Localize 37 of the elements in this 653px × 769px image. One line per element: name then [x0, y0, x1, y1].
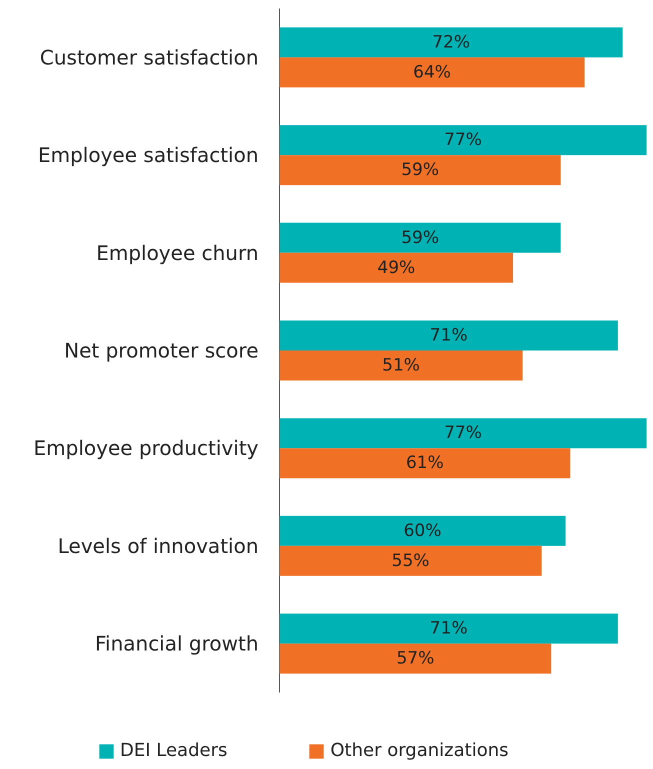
bar [280, 418, 646, 448]
data-label: 57% [396, 648, 434, 669]
data-label: 71% [430, 326, 468, 346]
bar [280, 546, 542, 576]
bar [280, 252, 514, 283]
y-tick-label: Financial growth [94, 632, 259, 656]
legend-label: DEI Leaders [120, 740, 228, 761]
data-label: 60% [404, 520, 442, 541]
y-tick-label: Employee churn [96, 240, 259, 265]
data-label: 77% [444, 130, 482, 150]
y-tick-label: Net promoter score [64, 338, 259, 362]
bar [280, 57, 585, 88]
bar [280, 155, 561, 186]
data-label: 71% [430, 618, 468, 639]
bar [280, 614, 618, 644]
data-label: 64% [413, 62, 451, 82]
data-label: 61% [406, 453, 444, 474]
bar [280, 222, 561, 253]
data-label: 49% [377, 258, 416, 278]
bar [280, 125, 646, 156]
data-label: 77% [444, 423, 482, 444]
y-tick-label: Employee satisfaction [38, 143, 259, 168]
legend-label: Other organizations [330, 740, 508, 761]
data-label: 51% [382, 356, 420, 376]
data-label: 55% [392, 550, 430, 571]
y-tick-label: Employee productivity [34, 436, 259, 460]
data-label: 59% [401, 228, 440, 248]
bar [280, 516, 566, 546]
y-tick-label: Customer satisfaction [40, 45, 259, 70]
y-tick-label: Levels of innovation [58, 534, 259, 558]
data-label: 59% [401, 160, 440, 180]
bar [280, 27, 623, 58]
bar [280, 644, 552, 674]
bar [280, 448, 570, 478]
data-label: 72% [432, 32, 470, 52]
bar [280, 350, 523, 380]
bar [280, 320, 618, 350]
